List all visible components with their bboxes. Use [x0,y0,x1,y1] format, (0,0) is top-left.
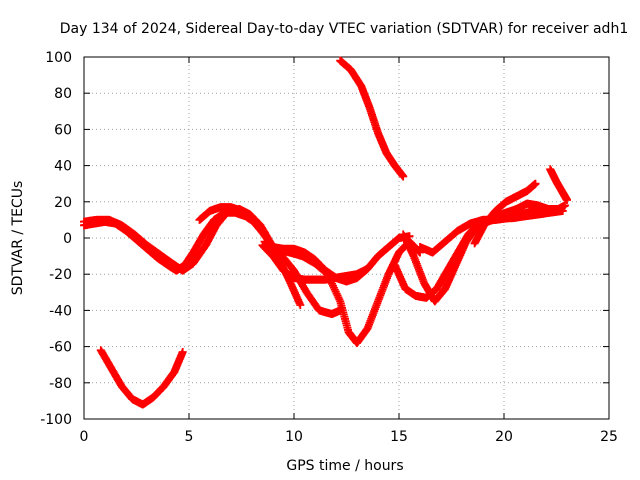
y-tick-label: 20 [54,195,72,211]
y-tick-label: 0 [63,231,72,247]
series-arc-h [336,56,408,181]
axis-ticks: 0 5 10 15 20 25 -100 -80 -60 -40 -20 0 20 40 60 80 100 [40,50,618,445]
y-tick-label: -40 [49,303,72,319]
series-arc-f [260,237,424,347]
y-tick-label: 60 [54,122,72,138]
series-arc-k [416,205,563,257]
chart-title: Day 134 of 2024, Sidereal Day-to-day VTE… [60,21,628,37]
data-point [178,348,187,357]
y-tick-label: -100 [40,412,72,428]
x-tick-label: 10 [285,429,303,445]
y-tick-label: -20 [49,267,72,283]
x-tick-label: 5 [185,429,194,445]
y-tick-label: 80 [54,86,72,102]
x-tick-label: 0 [80,429,89,445]
grid [84,57,609,419]
x-tick-label: 25 [600,429,618,445]
series-arc-l [470,179,540,248]
data-series [80,56,571,409]
data-point [363,264,372,273]
series-arc-c [96,346,187,409]
plot-area-border [83,56,610,420]
x-tick-label: 20 [495,429,513,445]
x-tick-label: 15 [390,429,408,445]
y-axis-label: SDTVAR / TECUs [10,181,26,296]
data-point [531,179,540,188]
data-point [336,306,345,315]
series-arc-n [546,165,571,204]
data-point [560,201,569,210]
y-tick-label: -60 [49,340,72,356]
data-point [399,172,408,181]
series-arc-g [275,248,345,319]
y-tick-label: 100 [45,50,72,66]
y-tick-label: 40 [54,159,72,175]
data-point [563,195,571,204]
y-tick-label: -80 [49,376,72,392]
series-arc-m [491,199,569,221]
x-axis-label: GPS time / hours [286,458,403,474]
data-point [296,300,305,309]
